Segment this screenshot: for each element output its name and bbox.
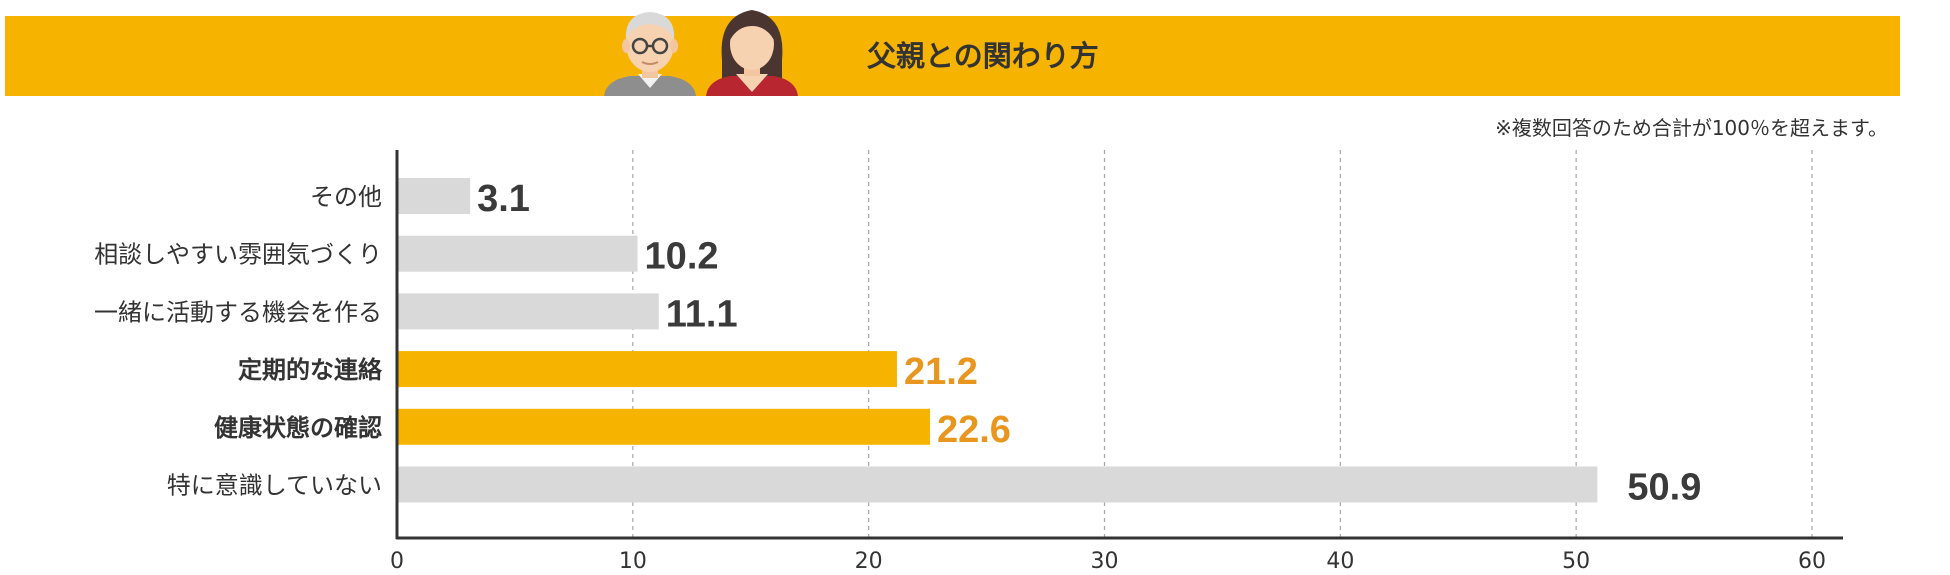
bar [397, 293, 659, 330]
x-tick-label: 40 [1326, 549, 1354, 574]
x-tick-label: 0 [390, 549, 404, 574]
x-tick-label: 50 [1562, 549, 1590, 574]
category-label: 相談しやすい雰囲気づくり [94, 241, 382, 269]
header-illustration [604, 10, 798, 96]
x-tick-label: 60 [1798, 549, 1826, 574]
woman-icon [706, 10, 798, 96]
x-tick-label: 30 [1091, 549, 1119, 574]
category-label: 定期的な連絡 [238, 356, 383, 384]
value-label: 21.2 [904, 351, 978, 393]
elderly-man-icon [604, 12, 696, 96]
bar [397, 351, 897, 388]
x-tick-label: 10 [619, 549, 647, 574]
header-banner [5, 16, 1900, 96]
value-label: 50.9 [1627, 467, 1701, 509]
bar [397, 235, 638, 272]
chart-title: 父親との関わり方 [867, 39, 1099, 73]
category-label: 一緒に活動する機会を作る [94, 298, 382, 326]
value-label: 3.1 [477, 178, 530, 220]
value-label: 22.6 [937, 409, 1011, 451]
value-label: 11.1 [666, 293, 738, 335]
bar [397, 466, 1598, 503]
value-label: 10.2 [645, 236, 719, 278]
category-label: 健康状態の確認 [214, 414, 382, 442]
x-tick-label: 20 [855, 549, 883, 574]
category-label: その他 [310, 183, 382, 211]
category-label: 特に意識していない [167, 472, 382, 500]
bar [397, 408, 930, 445]
footnote: ※複数回答のため合計が100％を超えます。 [1495, 116, 1888, 140]
bar [397, 178, 471, 214]
